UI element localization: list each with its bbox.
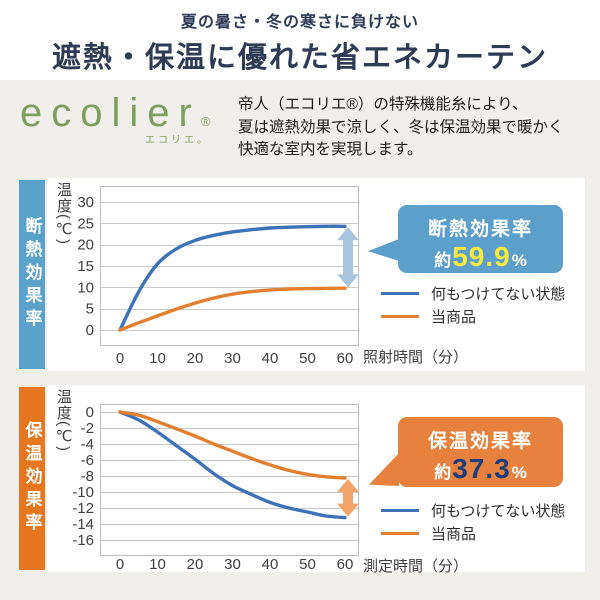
heat-retention-percentage: 37.3	[452, 453, 511, 484]
heat-retention-side-tab: 保温効果率	[19, 387, 45, 570]
brand-description-line: 帝人（エコリエ®）の特殊機能糸により、	[238, 96, 528, 113]
brand-description-line: 快適な室内を実現します。	[238, 141, 423, 158]
callout-suffix: %	[511, 251, 527, 270]
logo-kana: エコリエ。	[145, 135, 210, 146]
callout-suffix: %	[511, 463, 527, 482]
logo-wordmark: ecolier®	[20, 90, 238, 136]
legend-label: 当商品	[431, 309, 477, 326]
svg-text:-10: -10	[72, 484, 94, 501]
heat-retention-line-chart: 0-2-4-6-8-10-12-14-160 10 20 30 40 50 60	[72, 404, 359, 572]
registered-mark-icon: ®	[200, 114, 211, 129]
legend-label: 何もつけてない状態	[431, 503, 566, 520]
legend-item: 当商品	[381, 305, 565, 328]
svg-text:60: 60	[337, 556, 354, 572]
svg-text:-4: -4	[81, 436, 94, 453]
heat-retention-x-axis-label: 測定時間（分）	[363, 558, 469, 575]
insulation-x-axis-label: 照射時間（分）	[363, 349, 469, 366]
svg-text:0: 0	[116, 350, 124, 367]
heat-retention-callout-value: 約37.3%	[398, 453, 563, 489]
svg-text:5: 5	[86, 301, 94, 318]
heat-retention-y-axis-label: 温度(℃)	[55, 389, 72, 452]
legend-label: 当商品	[431, 526, 477, 543]
svg-text:20: 20	[187, 556, 204, 572]
insulation-callout-title: 断熱効果率	[427, 219, 533, 240]
insulation-callout-value: 約59.9%	[398, 241, 563, 277]
svg-text:50: 50	[299, 556, 316, 572]
insulation-percentage: 59.9	[452, 241, 511, 272]
svg-text:10: 10	[149, 556, 166, 572]
svg-text:10: 10	[149, 350, 166, 367]
insulation-chart-section: 断熱効果率 温度(℃) 30 25 20 15 10 5 0 0 10 20 30 40 50 60 照射…	[19, 178, 585, 371]
heat-retention-chart-section: 保温効果率 温度(℃) 0 -2 -4 -6 -8 -10 -12 -14 -16 0 10 20 30…	[19, 385, 585, 575]
svg-text:50: 50	[299, 350, 316, 367]
insulation-side-tab: 断熱効果率	[19, 180, 45, 369]
callout-prefix: 約	[434, 463, 452, 482]
svg-text:0: 0	[86, 404, 94, 421]
svg-text:30: 30	[224, 350, 241, 367]
legend-item: 当商品	[381, 522, 565, 545]
svg-text:20: 20	[77, 237, 94, 254]
insulation-callout: 断熱効果率 約59.9%	[368, 205, 563, 273]
heat-retention-chart-panel: 温度(℃) 0 -2 -4 -6 -8 -10 -12 -14 -16 0 10 20 30 40 50 60…	[47, 385, 585, 575]
svg-text:15: 15	[77, 258, 94, 275]
svg-text:40: 40	[262, 556, 279, 572]
insulation-side-tab-label: 断熱効果率	[22, 217, 42, 332]
heat-retention-callout: 保温効果率 約37.3%	[369, 417, 563, 489]
header-subtitle: 夏の暑さ・冬の寒さに負けない	[180, 14, 419, 31]
legend-item: 何もつけてない状態	[381, 499, 565, 522]
svg-text:60: 60	[337, 350, 354, 367]
legend-line-swatch	[381, 509, 419, 512]
insulation-legend: 何もつけてない状態 当商品	[381, 282, 565, 328]
svg-text:-16: -16	[72, 532, 94, 549]
legend-line-swatch	[381, 315, 419, 318]
svg-text:0: 0	[86, 322, 94, 339]
svg-text:10: 10	[77, 279, 94, 296]
legend-line-swatch	[381, 532, 419, 535]
brand-section: ecolier® エコリエ。 帝人（エコリエ®）の特殊機能糸により、 夏は遮熱効…	[20, 90, 586, 162]
heat-retention-legend: 何もつけてない状態 当商品	[381, 499, 565, 545]
legend-label: 何もつけてない状態	[431, 286, 566, 303]
brand-description: 帝人（エコリエ®）の特殊機能糸により、 夏は遮熱効果で涼しく、冬は保温効果で暖か…	[238, 94, 564, 162]
svg-text:-6: -6	[81, 452, 94, 469]
legend-line-swatch	[381, 292, 419, 295]
svg-text:25: 25	[77, 215, 94, 232]
svg-text:0: 0	[116, 556, 124, 572]
insulation-chart-panel: 温度(℃) 30 25 20 15 10 5 0 0 10 20 30 40 50 60 照射時間（分） …	[47, 178, 585, 371]
svg-text:-8: -8	[81, 468, 94, 485]
svg-text:20: 20	[187, 350, 204, 367]
legend-item: 何もつけてない状態	[381, 282, 565, 305]
insulation-y-axis-label: 温度(℃)	[55, 182, 72, 245]
svg-text:30: 30	[224, 556, 241, 572]
page-title: 遮熱・保温に優れた省エネカーテン	[51, 42, 548, 74]
ecolier-logo: ecolier® エコリエ。	[20, 90, 238, 162]
brand-description-line: 夏は遮熱効果で涼しく、冬は保温効果で暖かく	[238, 118, 564, 136]
heat-retention-callout-title: 保温効果率	[427, 431, 533, 452]
callout-prefix: 約	[434, 251, 452, 270]
svg-text:-14: -14	[72, 516, 94, 533]
svg-text:-2: -2	[81, 420, 94, 437]
svg-text:40: 40	[262, 350, 279, 367]
svg-text:-12: -12	[72, 500, 94, 517]
svg-text:30: 30	[77, 194, 94, 211]
heat-retention-side-tab-label: 保温効果率	[22, 421, 42, 536]
logo-text: ecolier	[20, 91, 201, 135]
header: 夏の暑さ・冬の寒さに負けない 遮熱・保温に優れた省エネカーテン	[0, 0, 600, 80]
